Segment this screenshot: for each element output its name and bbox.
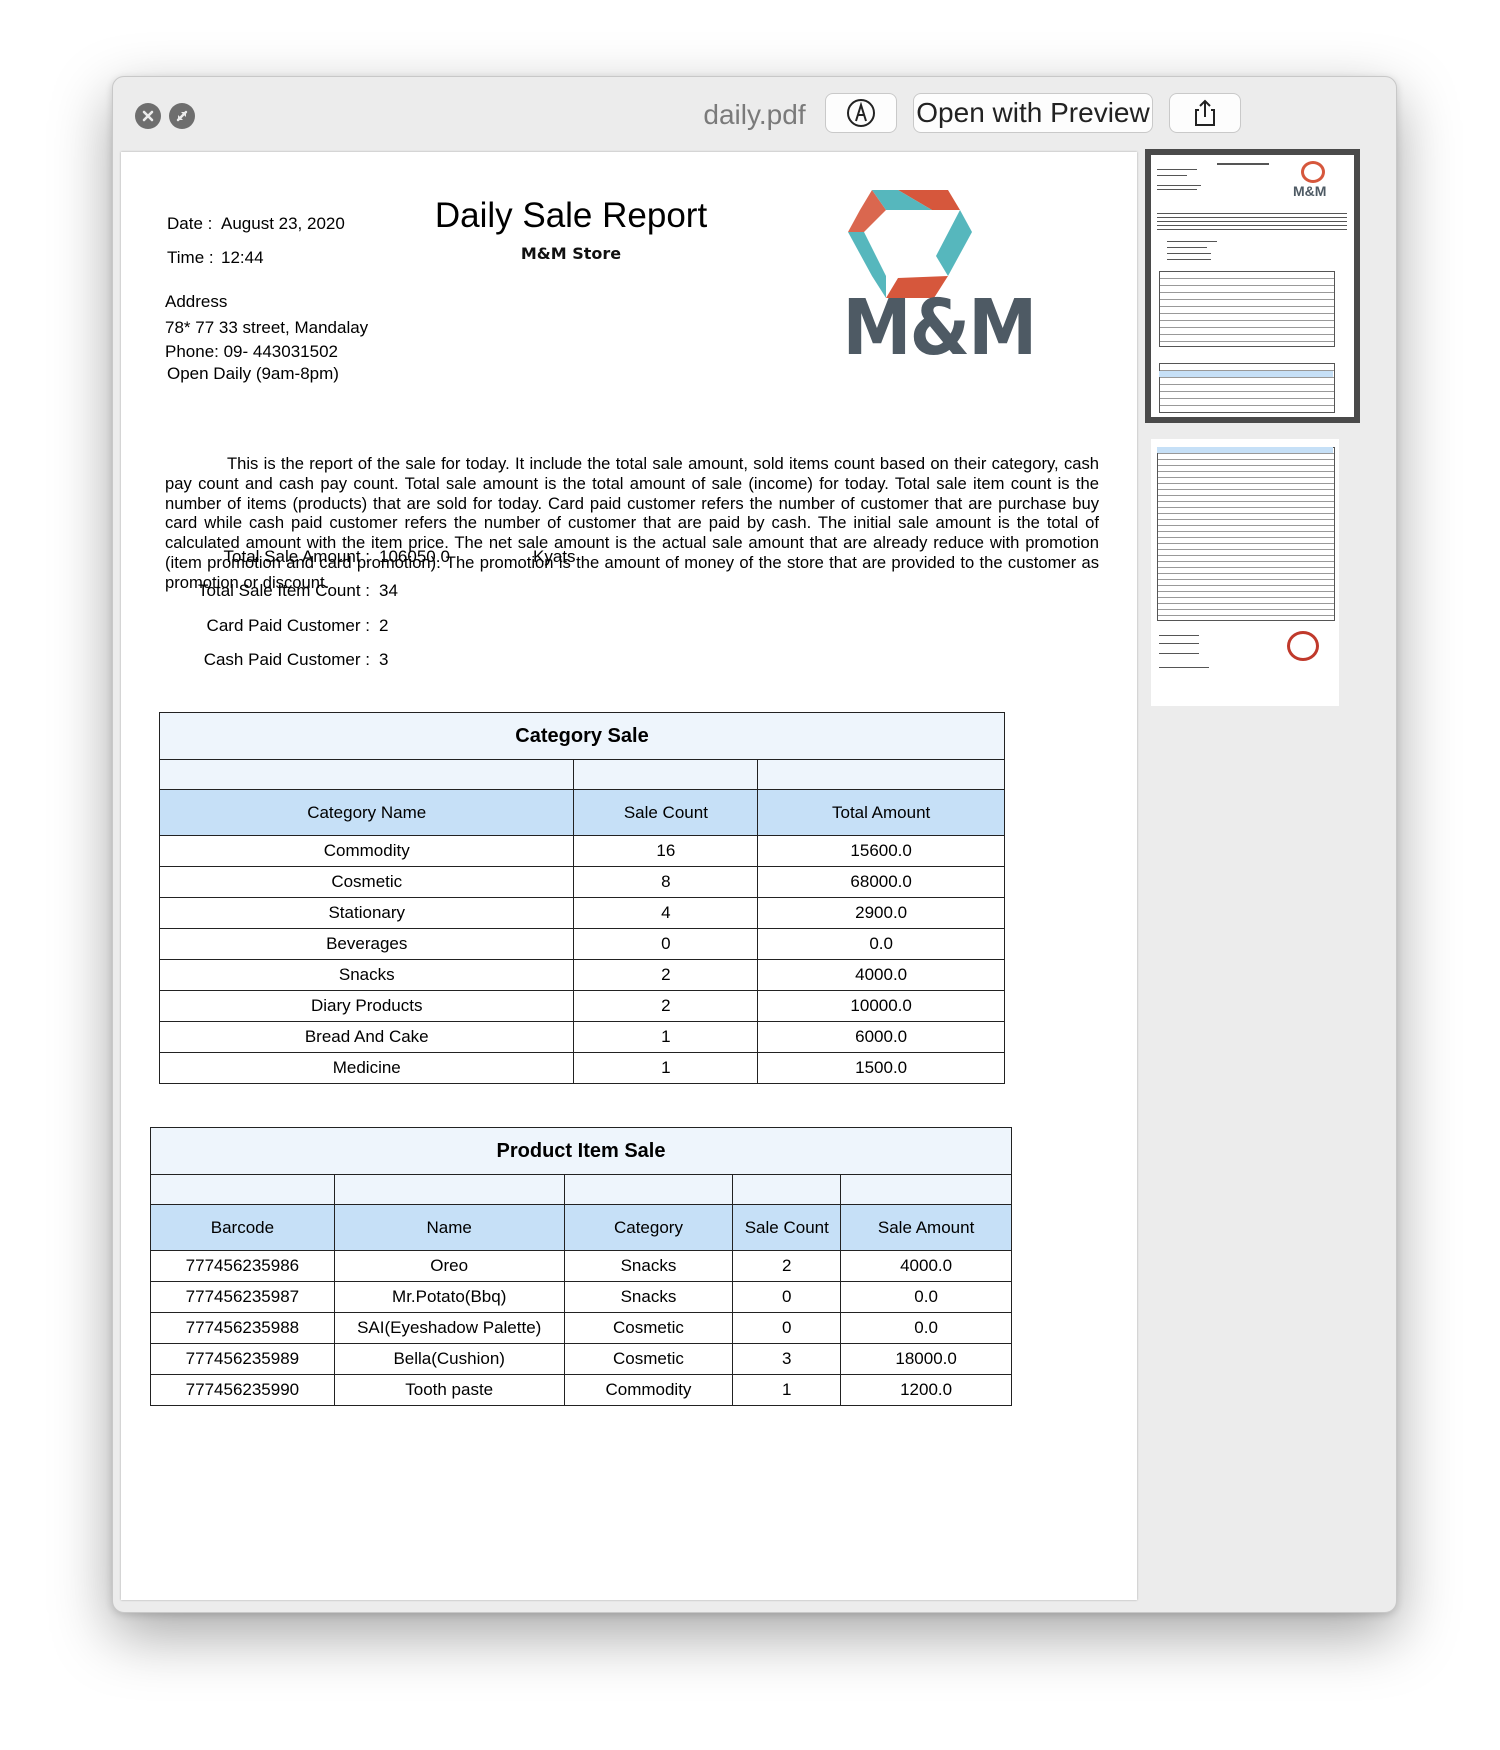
item-count-value: 34 [379, 581, 398, 600]
fullscreen-icon[interactable] [169, 103, 195, 129]
column-header: Barcode [150, 1204, 335, 1251]
cash-paid-value: 3 [379, 650, 389, 669]
address-label: Address [165, 292, 228, 311]
column-header: Category [563, 1204, 734, 1251]
table-row: 777456235986 Oreo Snacks 2 4000.0 [150, 1250, 1012, 1282]
store-logo-icon [848, 190, 972, 298]
title-bar: daily.pdf Open with Preview [113, 77, 1396, 152]
column-header: Sale Count [732, 1204, 842, 1251]
close-icon[interactable] [135, 103, 161, 129]
opening-hours: Open Daily (9am-8pm) [167, 364, 339, 383]
report-description: This is the report of the sale for today… [165, 454, 1099, 592]
card-paid-label: Card Paid Customer : [206, 616, 370, 635]
logo-text: M&M [842, 284, 1038, 373]
table-row: 777456235989 Bella(Cushion) Cosmetic 3 18000… [150, 1343, 1012, 1375]
open-with-preview-button[interactable]: Open with Preview [913, 93, 1153, 133]
quicklook-window: daily.pdf Open with Preview Date : Augus… [112, 76, 1397, 1613]
pdf-page: Date : August 23, 2020 Time : 12:44 Dail… [121, 152, 1137, 1600]
column-header: Category Name [158, 789, 575, 836]
table-row: Bread And Cake 1 6000.0 [158, 1021, 1005, 1053]
table-row: 777456235988 SAI(Eyeshadow Palette) Cosmet… [150, 1312, 1012, 1344]
markup-button[interactable] [825, 93, 897, 133]
store-name: M&M Store [520, 244, 622, 263]
markup-pen-icon [847, 99, 875, 127]
table-row: Cosmetic 8 68000.0 [158, 866, 1005, 898]
stamp-icon [1287, 631, 1319, 661]
table-row: Snacks 2 4000.0 [158, 959, 1005, 991]
product-item-sale-table: Product Item Sale Barcode Name Category … [150, 1127, 1012, 1406]
column-header: Name [333, 1204, 565, 1251]
card-paid-value: 2 [379, 616, 389, 635]
table-row: Diary Products 2 10000.0 [158, 990, 1005, 1022]
table-row: Medicine 1 1500.0 [158, 1052, 1005, 1084]
category-sale-table: Category Sale Category Name Sale Count T… [158, 712, 1005, 1084]
table-row: 777456235990 Tooth paste Commodity 1 1200.0 [150, 1374, 1012, 1406]
page-thumbnail-2[interactable] [1151, 439, 1339, 706]
item-count-label: Total Sale Item Count : [198, 581, 370, 600]
table-row: Commodity 16 15600.0 [158, 835, 1005, 867]
thumbnail-logo: M&M [1293, 183, 1327, 199]
column-header: Sale Amount [840, 1204, 1012, 1251]
category-table-caption: Category Sale [159, 712, 1005, 760]
table-row: Beverages 0 0.0 [158, 928, 1005, 960]
date-value: August 23, 2020 [221, 214, 345, 233]
time-value: 12:44 [221, 248, 264, 267]
date-label: Date : [167, 214, 213, 233]
table-row: 777456235987 Mr.Potato(Bbq) Snacks 0 0.0 [150, 1281, 1012, 1313]
address-line: 78* 77 33 street, Mandalay [165, 318, 369, 337]
share-icon [1195, 99, 1215, 126]
cash-paid-label: Cash Paid Customer : [203, 650, 370, 669]
share-button[interactable] [1169, 93, 1241, 133]
column-header: Total Amount [757, 789, 1005, 836]
table-row: Stationary 4 2900.0 [158, 897, 1005, 929]
phone-text: Phone: 09- 443031502 [165, 342, 338, 361]
total-sale-value: 106050.0 [379, 547, 450, 566]
total-sale-label: Total Sale Amount : [223, 547, 370, 566]
column-header: Sale Count [573, 789, 759, 836]
time-label: Time : [167, 248, 214, 267]
product-table-caption: Product Item Sale [150, 1127, 1012, 1175]
page-thumbnail-1[interactable]: M&M [1145, 149, 1360, 423]
report-title: Daily Sale Report [434, 196, 708, 235]
page-thumbnails-sidebar: M&M [1145, 149, 1396, 1612]
currency-label: Kyats [533, 547, 576, 566]
